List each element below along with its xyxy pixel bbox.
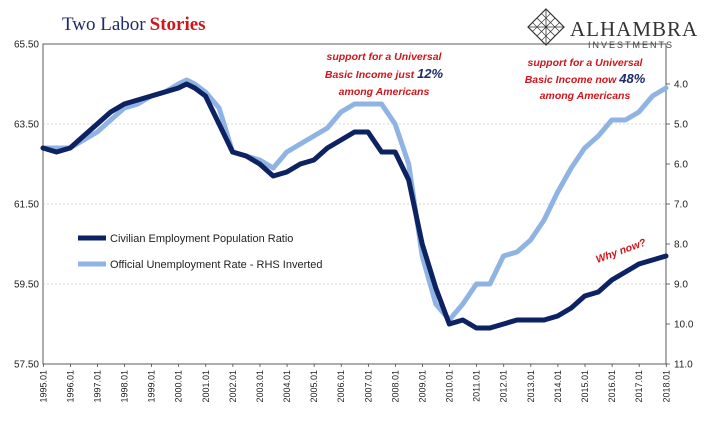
right-tick-label: 5.0 xyxy=(674,120,688,131)
x-tick-label: 2018.01 xyxy=(661,370,671,403)
logo-sub: INVESTMENTS xyxy=(588,40,674,50)
x-tick-label: 1995.01 xyxy=(38,370,48,403)
x-tick-label: 2006.01 xyxy=(336,370,346,403)
x-tick-label: 2010.01 xyxy=(445,370,455,403)
annotation-12pct-line2-text: Basic Income just xyxy=(325,69,417,81)
left-tick-label: 65.50 xyxy=(14,40,39,51)
diamond-lattice-icon xyxy=(527,8,565,46)
annotation-12pct-line3: among Americans xyxy=(339,86,430,98)
annotation-12pct-line1: support for a Universal xyxy=(327,51,443,63)
x-tick-label: 2005.01 xyxy=(309,370,319,403)
legend-label-employment-ratio: Civilian Employment Population Ratio xyxy=(110,233,293,245)
x-tick-label: 1999.01 xyxy=(147,370,157,403)
left-tick-label: 61.50 xyxy=(14,200,39,211)
left-tick-label: 57.50 xyxy=(14,360,39,371)
annotation-12pct: support for a Universal Basic Income jus… xyxy=(325,51,444,98)
chart-title-part2: Stories xyxy=(150,14,206,35)
chart-title-part1: Two Labor xyxy=(62,14,146,35)
x-tick-label: 2009.01 xyxy=(417,370,427,403)
right-tick-label: 4.0 xyxy=(674,80,688,91)
x-tick-label: 2007.01 xyxy=(363,370,373,403)
right-tick-label: 8.0 xyxy=(674,240,688,251)
annotation-12pct-line2: Basic Income just 12% xyxy=(325,66,444,81)
annotation-48pct-line2-text: Basic Income now xyxy=(525,74,620,86)
annotation-48pct-line2: Basic Income now 48% xyxy=(525,71,646,86)
right-tick-label: 10.0 xyxy=(674,320,694,331)
left-tick-label: 59.50 xyxy=(14,280,39,291)
annotation-48pct: support for a Universal Basic Income now… xyxy=(525,57,646,102)
x-tick-label: 2015.01 xyxy=(580,370,590,403)
x-tick-label: 2000.01 xyxy=(174,370,184,403)
x-tick-label: 2014.01 xyxy=(553,370,563,403)
x-tick-label: 1997.01 xyxy=(92,370,102,403)
logo-name: ALHAMBRA xyxy=(570,17,698,41)
right-tick-label: 11.0 xyxy=(674,360,693,371)
annotation-48pct-line1: support for a Universal xyxy=(528,57,644,69)
x-tick-label: 2002.01 xyxy=(228,370,238,403)
right-axis: 4.0 5.0 6.0 7.0 8.0 9.0 10.0 11.0 xyxy=(666,80,694,371)
x-tick-label: 1998.01 xyxy=(120,370,130,403)
right-tick-label: 7.0 xyxy=(674,200,688,211)
legend-label-unemployment: Official Unemployment Rate - RHS Inverte… xyxy=(110,259,323,271)
right-tick-label: 6.0 xyxy=(674,160,688,171)
x-tick-label: 2017.01 xyxy=(634,370,644,403)
x-tick-label: 2003.01 xyxy=(255,370,265,403)
annotation-48pct-number: 48% xyxy=(618,71,645,86)
annotation-48pct-line3: among Americans xyxy=(540,90,631,102)
series-line-employment-ratio xyxy=(40,81,669,331)
x-tick-label: 2001.01 xyxy=(201,370,211,403)
legend: Civilian Employment Population Ratio Off… xyxy=(78,233,323,271)
x-tick-label: 2011.01 xyxy=(472,370,482,402)
x-tick-label: 2004.01 xyxy=(282,370,292,403)
x-tick-label: 2012.01 xyxy=(499,370,509,403)
x-tick-label: 2008.01 xyxy=(390,370,400,403)
left-tick-label: 63.50 xyxy=(14,120,39,131)
chart-title: Two Labor Stories xyxy=(62,14,206,35)
left-axis: 57.50 59.50 61.50 63.50 65.50 xyxy=(14,40,39,371)
x-tick-label: 1996.01 xyxy=(65,370,75,403)
x-tick-label: 2013.01 xyxy=(526,370,536,403)
x-tick-label: 2016.01 xyxy=(607,370,617,403)
right-tick-label: 9.0 xyxy=(674,280,688,291)
x-axis: 1995.01 1996.01 1997.01 1998.01 1999.01 2000.… xyxy=(38,364,671,403)
logo: ALHAMBRA INVESTMENTS xyxy=(527,8,698,50)
annotation-12pct-number: 12% xyxy=(417,66,443,81)
